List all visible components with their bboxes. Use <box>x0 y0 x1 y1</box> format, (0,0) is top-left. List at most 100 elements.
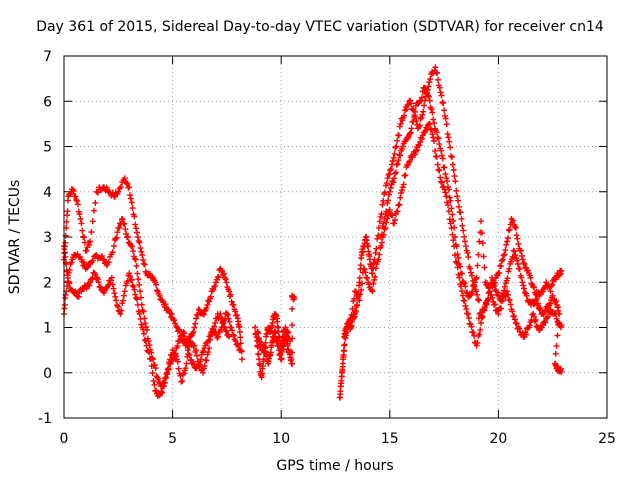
data-point <box>138 248 145 255</box>
data-point <box>174 358 181 365</box>
data-point <box>64 208 71 215</box>
data-point <box>203 357 210 364</box>
data-point <box>448 154 455 161</box>
data-point <box>384 175 391 182</box>
data-point <box>481 264 488 271</box>
data-point <box>152 365 159 372</box>
data-point <box>210 326 217 333</box>
data-point <box>128 199 135 206</box>
data-point <box>503 241 510 248</box>
data-point <box>347 315 354 322</box>
data-point <box>74 201 81 208</box>
data-point <box>443 121 450 128</box>
data-point <box>511 223 518 230</box>
data-point <box>555 321 562 328</box>
data-point <box>456 274 463 281</box>
data-point <box>486 289 493 296</box>
data-point <box>462 303 469 309</box>
data-point <box>235 343 242 350</box>
data-point <box>289 322 296 329</box>
data-point <box>460 227 467 234</box>
data-point <box>116 224 123 231</box>
data-point <box>434 70 441 76</box>
data-point <box>121 220 128 227</box>
data-point <box>111 290 118 297</box>
data-point <box>468 269 474 276</box>
data-point <box>228 324 235 331</box>
data-point <box>142 337 149 344</box>
data-point <box>239 356 246 363</box>
data-point <box>512 224 519 231</box>
data-point <box>549 292 556 299</box>
data-point <box>383 208 390 215</box>
data-point <box>142 320 149 327</box>
data-point <box>110 285 117 292</box>
x-axis-label: GPS time / hours <box>276 458 393 474</box>
data-point <box>395 157 402 164</box>
data-point <box>428 106 435 113</box>
data-point <box>178 333 185 340</box>
data-point <box>164 371 171 378</box>
data-point <box>431 120 438 127</box>
data-point <box>491 282 498 289</box>
data-point <box>458 215 465 222</box>
data-point <box>474 339 481 346</box>
data-point <box>544 313 551 320</box>
data-point <box>361 266 368 273</box>
data-point <box>236 347 243 354</box>
data-point <box>504 275 511 282</box>
data-point <box>475 296 481 303</box>
data-point <box>450 218 457 224</box>
data-point <box>547 288 554 295</box>
data-point <box>274 318 281 325</box>
data-point <box>505 291 511 298</box>
data-point <box>518 274 525 281</box>
data-point <box>485 295 492 302</box>
data-point <box>161 380 168 387</box>
data-point <box>137 245 144 252</box>
data-point <box>436 141 443 148</box>
data-point <box>195 306 202 313</box>
data-point <box>146 349 153 356</box>
data-point <box>140 326 147 333</box>
data-point <box>91 207 97 214</box>
data-point <box>113 297 120 304</box>
data-point <box>134 229 140 236</box>
data-point <box>79 227 86 234</box>
data-point <box>356 275 363 281</box>
data-point <box>65 279 72 286</box>
data-point <box>122 226 129 233</box>
data-point <box>399 187 405 194</box>
data-point <box>201 363 208 370</box>
data-point <box>78 288 85 295</box>
data-point <box>459 222 466 229</box>
data-point <box>138 321 145 328</box>
data-point <box>267 349 274 356</box>
data-point <box>61 301 68 308</box>
data-point <box>124 180 131 187</box>
data-point <box>500 252 507 259</box>
data-point <box>379 239 385 246</box>
data-point <box>117 183 124 190</box>
data-point <box>221 324 228 331</box>
data-point <box>134 296 140 303</box>
data-point <box>229 327 236 334</box>
data-point <box>553 315 560 322</box>
data-point <box>87 238 94 245</box>
data-point <box>461 280 468 287</box>
data-points <box>61 64 565 401</box>
data-point <box>510 217 517 224</box>
data-point <box>522 264 529 271</box>
data-point <box>354 301 361 308</box>
data-point <box>425 92 431 99</box>
data-point <box>467 265 474 272</box>
data-point <box>94 189 101 196</box>
data-point <box>84 264 91 271</box>
data-point <box>435 166 442 173</box>
data-point <box>73 289 80 296</box>
data-point <box>364 275 371 281</box>
data-point <box>137 288 143 295</box>
data-point <box>515 241 522 247</box>
data-point <box>523 331 530 338</box>
